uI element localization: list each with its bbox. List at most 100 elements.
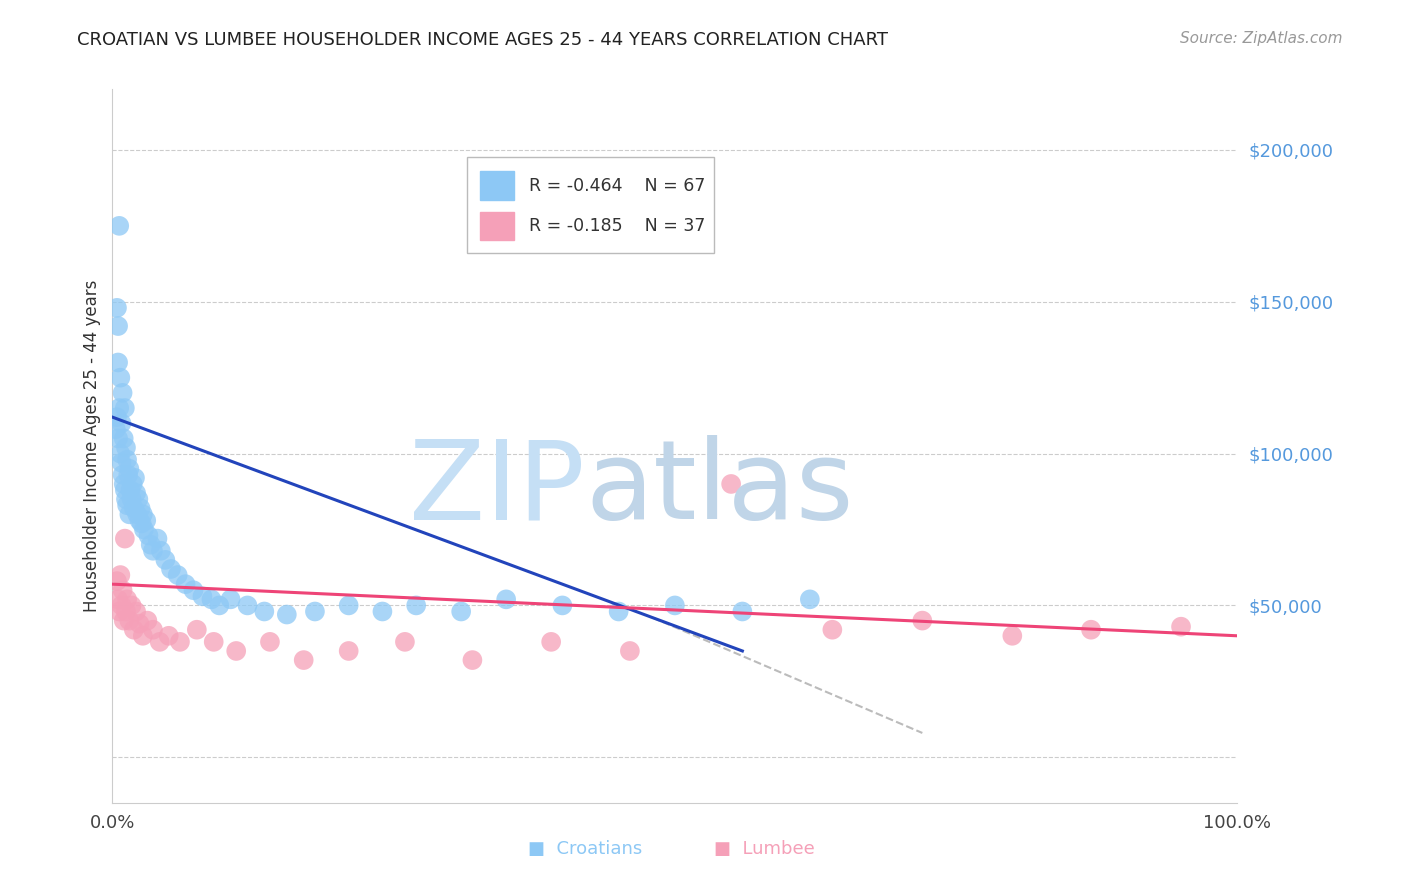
Point (112, 614, 135, 628)
Point (125, 605, 148, 619)
Point (110, 568, 132, 582)
Point (911, 614, 934, 628)
Point (461, 653, 484, 667)
Point (219, 592, 242, 607)
Point (121, 492, 143, 507)
Point (124, 471, 146, 485)
Point (112, 477, 135, 491)
Point (821, 623, 844, 637)
Point (108, 219, 131, 233)
Point (121, 477, 143, 491)
Point (225, 644, 247, 658)
Point (112, 431, 135, 445)
Point (551, 599, 574, 613)
Point (107, 355, 129, 369)
Point (107, 319, 129, 334)
Point (131, 516, 153, 531)
Point (208, 599, 231, 613)
Point (115, 592, 138, 607)
Point (111, 583, 134, 598)
Point (110, 370, 132, 384)
Point (121, 599, 143, 613)
Text: ■  Lumbee: ■ Lumbee (714, 840, 815, 858)
Point (142, 543, 165, 558)
Point (118, 614, 141, 628)
Point (142, 623, 165, 637)
Point (1170, 620, 1192, 634)
Point (111, 467, 134, 482)
Point (236, 599, 259, 613)
Point (259, 635, 281, 649)
Point (292, 653, 315, 667)
Text: R = -0.464    N = 67: R = -0.464 N = 67 (529, 177, 704, 194)
Point (127, 492, 149, 507)
Point (104, 422, 127, 436)
Point (110, 416, 132, 430)
Point (132, 523, 155, 537)
Point (202, 635, 225, 649)
Point (115, 452, 138, 467)
Point (146, 532, 169, 546)
Point (110, 447, 132, 461)
Point (253, 605, 276, 619)
Text: Source: ZipAtlas.com: Source: ZipAtlas.com (1180, 31, 1343, 46)
Point (183, 583, 205, 598)
Point (125, 486, 148, 500)
Point (132, 629, 155, 643)
Text: ZIP: ZIP (409, 435, 585, 542)
Point (337, 599, 360, 613)
Point (160, 562, 183, 576)
Point (304, 605, 326, 619)
Point (118, 508, 141, 522)
Point (191, 590, 214, 604)
Point (371, 605, 394, 619)
Point (115, 605, 138, 619)
Point (110, 456, 132, 470)
Point (108, 401, 131, 415)
Point (115, 441, 138, 455)
Point (394, 635, 416, 649)
Point (139, 538, 162, 552)
FancyBboxPatch shape (481, 212, 515, 241)
Point (117, 467, 139, 482)
Point (136, 614, 159, 628)
Point (799, 592, 821, 607)
Point (200, 592, 222, 607)
Point (166, 568, 188, 582)
Point (337, 644, 360, 658)
Point (157, 629, 180, 643)
Point (114, 532, 136, 546)
Point (186, 623, 208, 637)
FancyBboxPatch shape (467, 157, 714, 253)
Point (731, 605, 754, 619)
Point (129, 501, 152, 516)
Point (105, 574, 128, 588)
Point (155, 553, 177, 567)
Point (138, 528, 160, 542)
Point (450, 605, 472, 619)
Text: ■  Croatians: ■ Croatians (527, 840, 643, 858)
Point (149, 635, 172, 649)
Point (107, 431, 129, 445)
Text: CROATIAN VS LUMBEE HOUSEHOLDER INCOME AGES 25 - 44 YEARS CORRELATION CHART: CROATIAN VS LUMBEE HOUSEHOLDER INCOME AG… (77, 31, 889, 49)
Point (127, 508, 149, 522)
Text: atlas: atlas (585, 435, 853, 542)
Point (107, 592, 129, 607)
Point (405, 599, 427, 613)
Point (105, 301, 128, 315)
Y-axis label: Householder Income Ages 25 - 44 years: Householder Income Ages 25 - 44 years (83, 280, 101, 612)
Point (607, 605, 630, 619)
Point (128, 616, 150, 631)
Point (120, 483, 142, 497)
Point (114, 401, 136, 415)
Point (115, 492, 138, 507)
Point (132, 508, 155, 522)
Point (664, 599, 686, 613)
Point (720, 477, 742, 491)
Point (276, 607, 298, 622)
Point (114, 483, 136, 497)
Point (111, 385, 134, 400)
Point (122, 501, 145, 516)
Point (135, 513, 157, 527)
Point (174, 577, 197, 591)
